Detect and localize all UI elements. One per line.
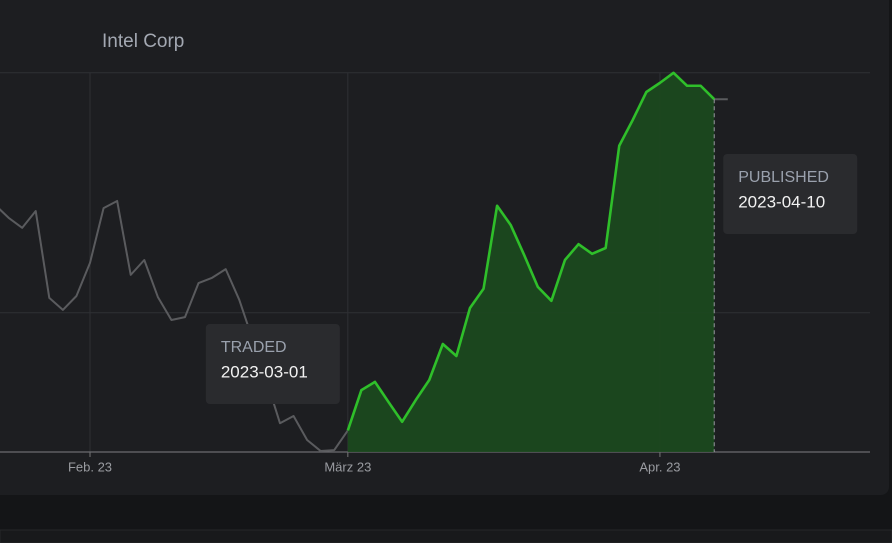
annotation-box (205, 324, 340, 404)
annotation-date: 2023-03-01 (221, 362, 308, 381)
annotation-label: PUBLISHED (738, 169, 829, 186)
x-tick-label: Feb. 23 (68, 459, 112, 474)
lower-panel (0, 529, 892, 543)
annotation-date: 2023-04-10 (738, 192, 825, 211)
chart-title: Intel Corp (102, 31, 184, 52)
line (0, 98, 728, 453)
line (346, 71, 716, 431)
x-tick-label: März 23 (324, 459, 371, 474)
area (347, 72, 715, 453)
annotation-label: TRADED (221, 339, 287, 356)
x-tick-label: Apr. 23 (639, 459, 680, 474)
annotation-box (723, 154, 858, 234)
plot: Feb. 23 März 23 Apr. 23 (0, 71, 870, 474)
